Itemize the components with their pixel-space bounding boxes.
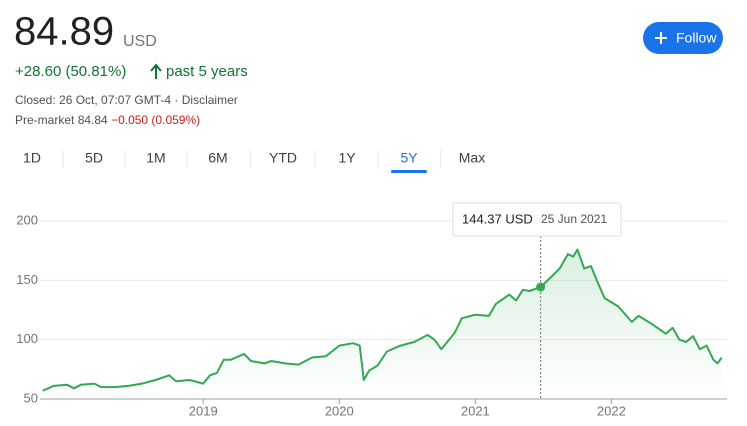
y-tick-label: 200 <box>16 212 38 227</box>
follow-button[interactable]: Follow <box>643 22 723 54</box>
price: 84.89 <box>14 10 114 54</box>
hover-dot <box>536 282 546 292</box>
price-line <box>42 248 723 392</box>
range-tab[interactable]: 5Y <box>400 150 418 166</box>
tooltip-box <box>452 202 622 237</box>
tab-underline <box>391 170 427 173</box>
x-tick-label: 2022 <box>597 403 626 418</box>
premarket-label: Pre-market <box>15 113 75 127</box>
y-tick-label: 50 <box>24 390 38 405</box>
disclaimer[interactable]: Disclaimer <box>182 93 238 107</box>
range-tab[interactable]: Max <box>459 150 485 166</box>
tooltip-value: 144.37 USD <box>462 211 533 226</box>
premarket-line: Pre-market 84.84 −0.050 (0.059%) <box>15 113 200 127</box>
x-tick-label: 2019 <box>189 403 218 418</box>
plus-icon <box>655 32 667 44</box>
follow-label[interactable]: Follow <box>676 30 717 46</box>
range-tab[interactable]: 6M <box>208 150 227 166</box>
range-tabs: 1D 5D 1M 6M YTD 1Y 5Y Max <box>23 150 485 173</box>
area <box>42 249 722 399</box>
up-arrow <box>150 63 162 79</box>
chart: 50 100 150 200 2019 2020 2021 2022 144.37 USD 25 … <box>16 202 727 418</box>
follow-bg[interactable] <box>643 22 723 54</box>
range-tab[interactable]: YTD <box>269 150 297 166</box>
range-tab[interactable]: 1Y <box>338 150 356 166</box>
closed: Closed: 26 Oct, 07:07 GMT-4 · <box>15 93 182 107</box>
y-tick-label: 150 <box>16 272 38 287</box>
premarket-change: −0.050 (0.059%) <box>111 113 200 127</box>
range-tab[interactable]: 1M <box>146 150 165 166</box>
x-tick-label: 2021 <box>461 403 490 418</box>
premarket-price: 84.84 <box>78 113 108 127</box>
x-tick-label: 2020 <box>325 403 354 418</box>
closed-line: Closed: 26 Oct, 07:07 GMT-4 · Disclaimer <box>15 93 238 107</box>
period: past 5 years <box>166 63 248 80</box>
y-tick-label: 100 <box>16 331 38 346</box>
currency: USD <box>123 33 157 50</box>
tooltip-date: 25 Jun 2021 <box>541 212 607 226</box>
range-tab[interactable]: 1D <box>23 150 41 166</box>
range-tab[interactable]: 5D <box>85 150 103 166</box>
change: +28.60 (50.81%) <box>15 63 126 80</box>
